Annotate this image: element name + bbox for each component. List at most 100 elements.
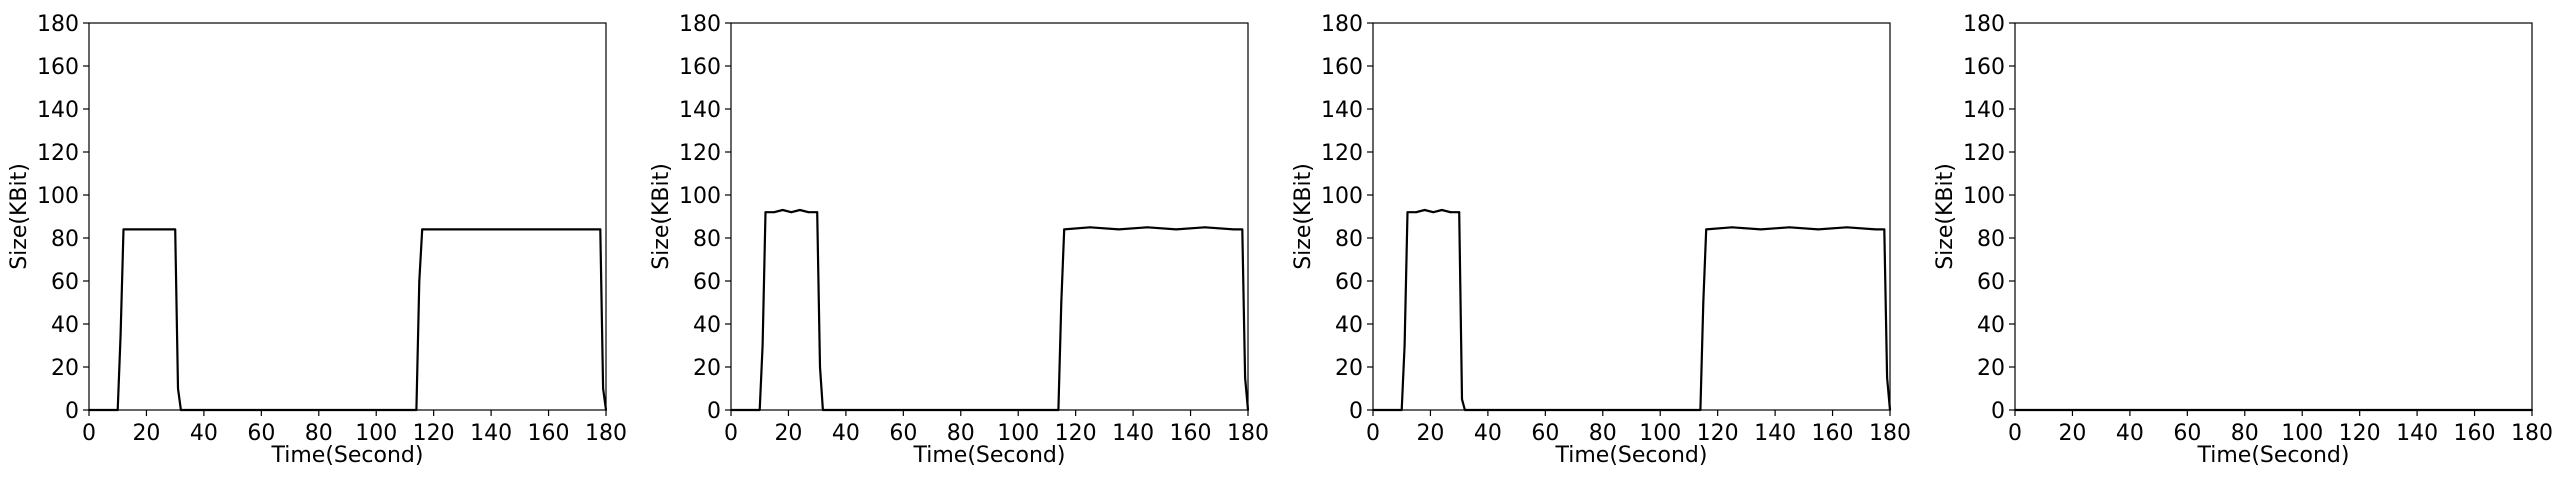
x-tick-label: 180 [1227,421,1269,446]
x-tick-label: 20 [774,421,802,446]
y-tick-label: 20 [1335,356,1363,381]
data-point [1458,211,1461,214]
data-point [88,409,90,411]
data-point [1440,209,1443,212]
series-line [1373,208,1892,412]
x-tick-label: 0 [1366,421,1380,446]
y-tick-label: 80 [1335,227,1363,252]
y-tick-label: 40 [1977,313,2005,338]
x-tick-label: 160 [1812,421,1854,446]
data-point [1232,228,1235,231]
x-tick-label: 120 [1055,421,1097,446]
data-point [1883,228,1886,231]
data-point [1060,301,1063,304]
data-point [1241,228,1244,231]
data-point [781,209,784,212]
y-tick-label: 80 [693,227,721,252]
x-tick-label: 40 [832,421,860,446]
y-tick-label: 40 [693,313,721,338]
x-tick-label: 100 [1639,421,1681,446]
y-tick-label: 0 [1349,399,1363,424]
data-point [1175,228,1178,231]
x-tick-label: 180 [2511,421,2553,446]
data-point [1788,226,1791,229]
y-axis-label: Size(KBit) [7,163,32,270]
x-tick-label: 160 [2454,421,2496,446]
x-tick-label: 20 [132,421,160,446]
plot-frame [730,22,1249,411]
y-tick-label: 180 [679,12,721,37]
chart-panel-2: 0 20 40 60 80 100 120 140 160 180 0 20 40 60 80 100 120 1… [649,12,1269,468]
x-tick-label: 80 [947,421,975,446]
plot-frame [1372,22,1891,411]
data-point [1845,226,1848,229]
data-point [602,387,605,390]
data-point [790,211,793,214]
y-tick-label: 140 [1321,98,1363,123]
chart-panel-3: 0 20 40 60 80 100 120 140 160 180 0 20 40 60 80 100 120 1… [1291,12,1911,468]
data-point [821,409,824,411]
x-tick-label: 0 [82,421,96,446]
y-tick-label: 100 [679,184,721,209]
y-axis-label: Size(KBit) [1933,163,1958,270]
data-point [1146,226,1149,229]
data-point [1372,409,1374,411]
data-point [418,280,421,282]
y-tick-label: 140 [37,98,79,123]
data-point [819,366,822,368]
y-tick-label: 60 [51,270,79,295]
data-point [1759,228,1762,231]
plot-frame [2014,22,2533,411]
x-tick-label: 100 [2281,421,2323,446]
y-tick-label: 180 [37,12,79,37]
data-point [1449,211,1452,214]
chart-panel-1: 0 20 40 60 80 100 120 140 160 180 0 20 40 60 80 100 120 1… [7,12,627,468]
series-line [731,208,1250,412]
data-point [174,228,177,231]
data-point [179,409,182,411]
y-tick-label: 120 [37,141,79,166]
x-tick-label: 160 [1170,421,1212,446]
x-tick-label: 60 [247,421,275,446]
y-tick-label: 60 [693,270,721,295]
data-point [773,211,776,214]
x-tick-label: 0 [724,421,738,446]
y-tick-label: 0 [1991,399,2005,424]
data-point [807,211,810,214]
data-point [1432,211,1435,214]
data-point [1089,226,1092,229]
x-tick-label: 180 [1869,421,1911,446]
data-point [1244,376,1247,379]
y-tick-label: 100 [1963,184,2005,209]
y-axis-label: Size(KBit) [649,163,674,270]
y-tick-label: 100 [1321,184,1363,209]
y-tick-label: 40 [1335,313,1363,338]
y-tick-label: 120 [1963,141,2005,166]
data-point [1400,409,1403,411]
data-point [1403,344,1406,347]
x-tick-label: 80 [2231,421,2259,446]
data-point [1423,209,1426,212]
data-point [599,228,602,231]
data-point [1406,211,1409,214]
x-axis-label: Time(Second) [913,443,1066,468]
x-tick-label: 140 [470,421,512,446]
y-tick-label: 20 [51,356,79,381]
x-tick-label: 120 [2339,421,2381,446]
x-tick-label: 140 [1112,421,1154,446]
data-point [1705,228,1708,231]
data-point [605,409,607,411]
x-tick-label: 180 [585,421,627,446]
x-tick-label: 20 [1416,421,1444,446]
data-point [1874,228,1877,231]
x-tick-label: 120 [413,421,455,446]
y-tick-label: 160 [679,55,721,80]
x-tick-label: 160 [528,421,570,446]
data-point [816,211,819,214]
y-tick-label: 80 [1977,227,2005,252]
y-tick-label: 120 [679,141,721,166]
data-point [2531,409,2533,411]
data-point [177,387,180,390]
x-tick-label: 120 [1697,421,1739,446]
y-tick-label: 160 [1963,55,2005,80]
